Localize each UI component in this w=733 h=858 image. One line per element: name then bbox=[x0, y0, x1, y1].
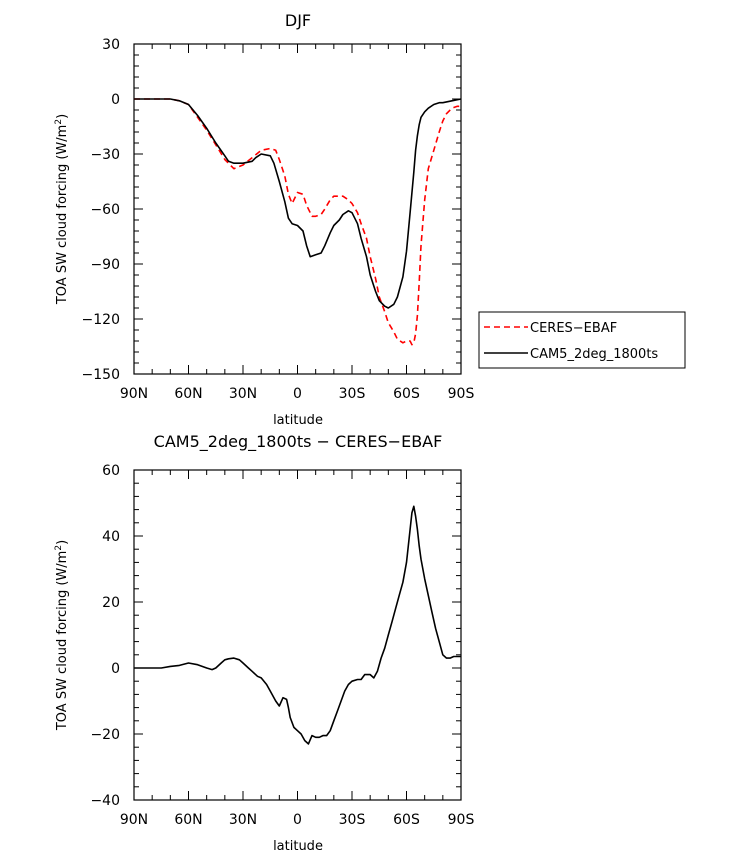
xlabel-bottom: latitude bbox=[273, 839, 323, 854]
series-line-ceres-ebaf bbox=[134, 98, 461, 346]
title-top: DJF bbox=[285, 11, 311, 30]
axis-ticks-top: 90N 60N 30N 0 30S 60S 90S −150 −120 −90 −60 −30 0 30 bbox=[82, 37, 475, 402]
x-tick-label: 30N bbox=[229, 812, 257, 828]
series-line-difference bbox=[134, 505, 461, 745]
ylabel-bottom: TOA SW cloud forcing (W/m2) bbox=[54, 540, 70, 731]
legend: CERES−EBAF CAM5_2deg_1800ts bbox=[478, 311, 686, 369]
legend-label-ceres: CERES−EBAF bbox=[530, 321, 617, 336]
x-tick-label: 60S bbox=[393, 386, 420, 402]
x-tick-label: 60N bbox=[174, 386, 202, 402]
panel-top: DJF 90N 60N 30N 0 30S 60S 90S −150 −120 −90 −60 −30… bbox=[54, 11, 686, 428]
x-tick-label: 30S bbox=[339, 812, 366, 828]
x-tick-label: 30S bbox=[339, 386, 366, 402]
x-tick-label: 90N bbox=[120, 386, 148, 402]
y-tick-label: 0 bbox=[111, 92, 120, 108]
xlabel-top: latitude bbox=[273, 413, 323, 428]
y-tick-label: 60 bbox=[102, 463, 120, 479]
series-lines-bottom bbox=[134, 505, 461, 745]
y-tick-label: −40 bbox=[90, 793, 120, 809]
y-tick-label: −60 bbox=[90, 202, 120, 218]
legend-label-cam5: CAM5_2deg_1800ts bbox=[530, 347, 658, 362]
y-tick-label: −120 bbox=[82, 312, 120, 328]
x-tick-label: 90S bbox=[448, 812, 475, 828]
x-tick-label: 90S bbox=[448, 386, 475, 402]
plot-frame-top bbox=[133, 43, 462, 375]
x-tick-label: 90N bbox=[120, 812, 148, 828]
y-tick-label: −20 bbox=[90, 727, 120, 743]
x-tick-label: 0 bbox=[293, 812, 302, 828]
y-tick-label: 0 bbox=[111, 661, 120, 677]
series-line-cam5-2deg-1800ts bbox=[134, 98, 462, 309]
panel-bottom: CAM5_2deg_1800ts − CERES−EBAF 90N 60N 30N 0… bbox=[54, 432, 474, 854]
y-tick-label: −30 bbox=[90, 147, 120, 163]
x-tick-label: 60N bbox=[174, 812, 202, 828]
y-tick-label: 30 bbox=[102, 37, 120, 53]
y-tick-label: −150 bbox=[82, 367, 120, 383]
series-lines-top bbox=[134, 98, 462, 346]
x-tick-label: 0 bbox=[293, 386, 302, 402]
y-tick-label: −90 bbox=[90, 257, 120, 273]
y-tick-label: 40 bbox=[102, 529, 120, 545]
x-tick-label: 60S bbox=[393, 812, 420, 828]
y-tick-label: 20 bbox=[102, 595, 120, 611]
ylabel-top: TOA SW cloud forcing (W/m2) bbox=[54, 114, 70, 305]
x-tick-label: 30N bbox=[229, 386, 257, 402]
title-bottom: CAM5_2deg_1800ts − CERES−EBAF bbox=[154, 432, 443, 452]
legend-box bbox=[478, 311, 686, 369]
axis-ticks-bottom: 90N 60N 30N 0 30S 60S 90S −40 −20 0 20 40 60 bbox=[90, 463, 474, 828]
